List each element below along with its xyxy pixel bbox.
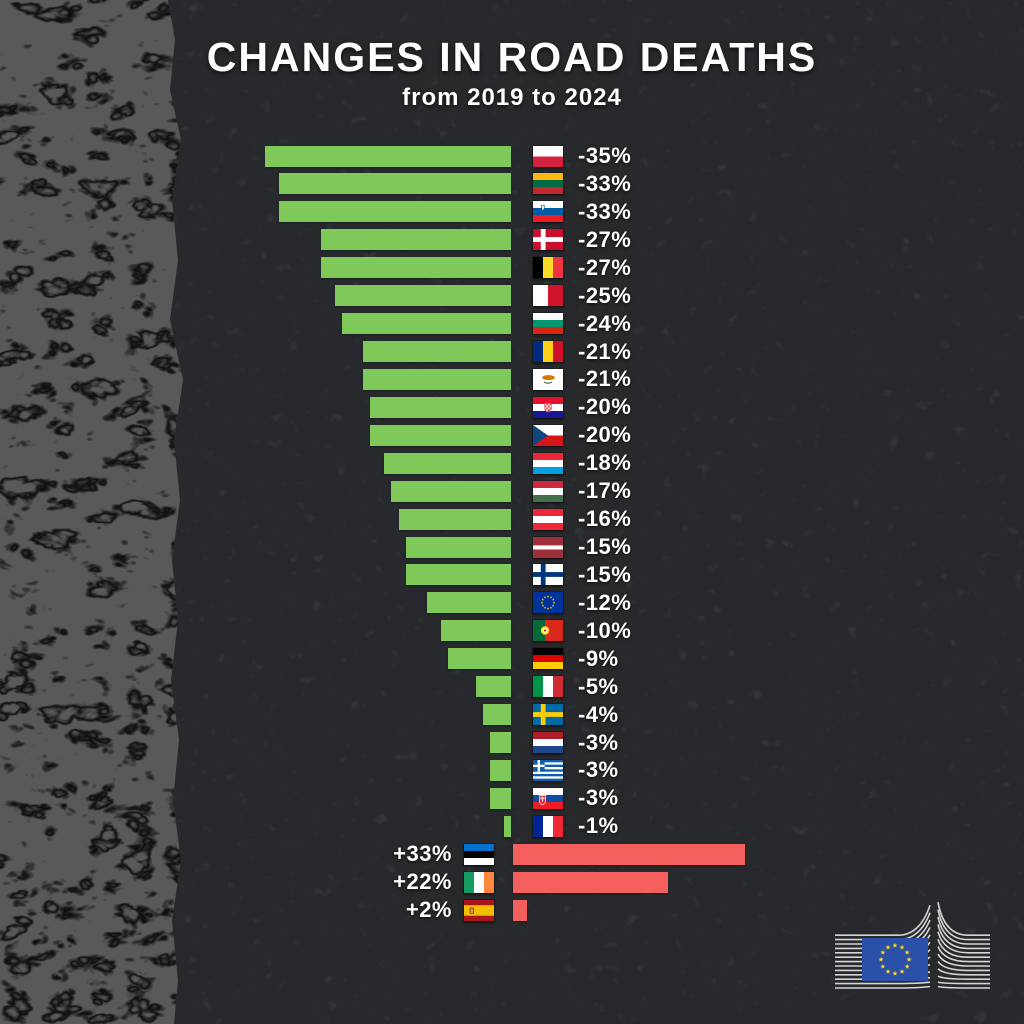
flag-icon-sweden [533, 704, 563, 726]
value-label-italy: -5% [578, 673, 619, 699]
flag-icon-finland [533, 564, 563, 586]
flag-icon-netherlands [533, 732, 563, 754]
page-subtitle: from 2019 to 2024 [402, 84, 622, 111]
value-label-sweden: -4% [578, 701, 619, 727]
flag-icon-latvia [533, 536, 563, 558]
flag-icon-spain [464, 899, 494, 921]
flag-icon-italy [533, 676, 563, 698]
value-label-malta: -25% [578, 282, 632, 308]
value-label-belgium: -27% [578, 254, 632, 280]
bar-latvia [405, 536, 511, 558]
value-label-slovenia: -33% [578, 198, 632, 224]
value-label-croatia: -20% [578, 394, 632, 420]
flag-icon-denmark [533, 229, 563, 251]
flag-icon-european-union [533, 592, 563, 614]
bar-czechia [370, 424, 511, 446]
flag-icon-slovenia [533, 201, 563, 223]
value-label-slovakia: -3% [578, 785, 619, 811]
value-label-poland: -35% [578, 143, 632, 168]
flag-icon-cyprus [533, 368, 563, 390]
bar-greece [489, 759, 511, 781]
bar-ireland [513, 871, 668, 893]
value-label-spain: +2% [405, 897, 452, 923]
value-label-france: -1% [578, 813, 619, 839]
flag-icon-romania [533, 341, 563, 362]
bar-france [503, 815, 511, 837]
road-shoulder-texture [0, 0, 183, 1024]
value-label-bulgaria: -24% [578, 310, 632, 336]
bar-lithuania [279, 173, 511, 195]
bar-sweden [482, 704, 511, 726]
value-label-latvia: -15% [578, 534, 632, 560]
value-label-portugal: -10% [578, 617, 632, 643]
value-label-czechia: -20% [578, 422, 632, 448]
bar-romania [363, 341, 511, 362]
bar-poland [264, 145, 511, 167]
flag-icon-hungary [533, 480, 563, 502]
flag-icon-lithuania [533, 173, 563, 195]
bar-austria [398, 508, 511, 530]
flag-icon-poland [533, 145, 563, 167]
value-label-european-union: -12% [578, 589, 632, 615]
bar-belgium [321, 257, 511, 279]
flag-icon-austria [533, 508, 563, 530]
bar-denmark [321, 229, 511, 251]
value-label-lithuania: -33% [578, 170, 632, 196]
bar-malta [335, 285, 511, 307]
value-label-netherlands: -3% [578, 729, 619, 755]
european-commission-logo [835, 902, 990, 989]
flag-icon-luxembourg [533, 452, 563, 474]
bar-croatia [370, 396, 511, 418]
bar-cyprus [363, 368, 511, 390]
value-label-luxembourg: -18% [578, 450, 632, 476]
bar-portugal [440, 620, 511, 642]
bar-spain [513, 899, 528, 921]
value-label-hungary: -17% [578, 478, 632, 504]
value-label-ireland: +22% [393, 869, 452, 895]
bar-germany [447, 648, 511, 670]
flag-icon-malta [533, 285, 563, 307]
flag-icon-slovakia [533, 787, 563, 809]
bar-italy [475, 676, 511, 698]
flag-icon-germany [533, 648, 563, 670]
flag-icon-ireland [464, 871, 494, 893]
flag-icon-portugal [533, 620, 563, 642]
bar-bulgaria [342, 313, 511, 335]
value-label-austria: -16% [578, 506, 632, 532]
bar-luxembourg [384, 452, 511, 474]
bar-estonia [513, 843, 745, 865]
bar-finland [405, 564, 511, 586]
value-label-germany: -9% [578, 645, 619, 671]
bar-slovakia [489, 787, 511, 809]
flag-icon-belgium [533, 257, 563, 279]
flag-icon-bulgaria [533, 313, 563, 335]
flag-icon-estonia [464, 843, 494, 865]
value-label-greece: -3% [578, 757, 619, 783]
value-label-denmark: -27% [578, 226, 632, 252]
flag-icon-croatia [533, 396, 563, 418]
page-title: CHANGES IN ROAD DEATHS [206, 34, 818, 80]
value-label-romania: -21% [578, 338, 632, 364]
bar-european-union [426, 592, 511, 614]
bar-slovenia [279, 201, 511, 223]
flag-icon-france [533, 815, 563, 837]
flag-icon-czechia [533, 424, 563, 446]
bar-netherlands [489, 732, 511, 754]
flag-icon-greece [533, 759, 563, 782]
bar-hungary [391, 480, 511, 502]
value-label-cyprus: -21% [578, 366, 632, 392]
value-label-estonia: +33% [393, 841, 452, 867]
value-label-finland: -15% [578, 561, 632, 587]
